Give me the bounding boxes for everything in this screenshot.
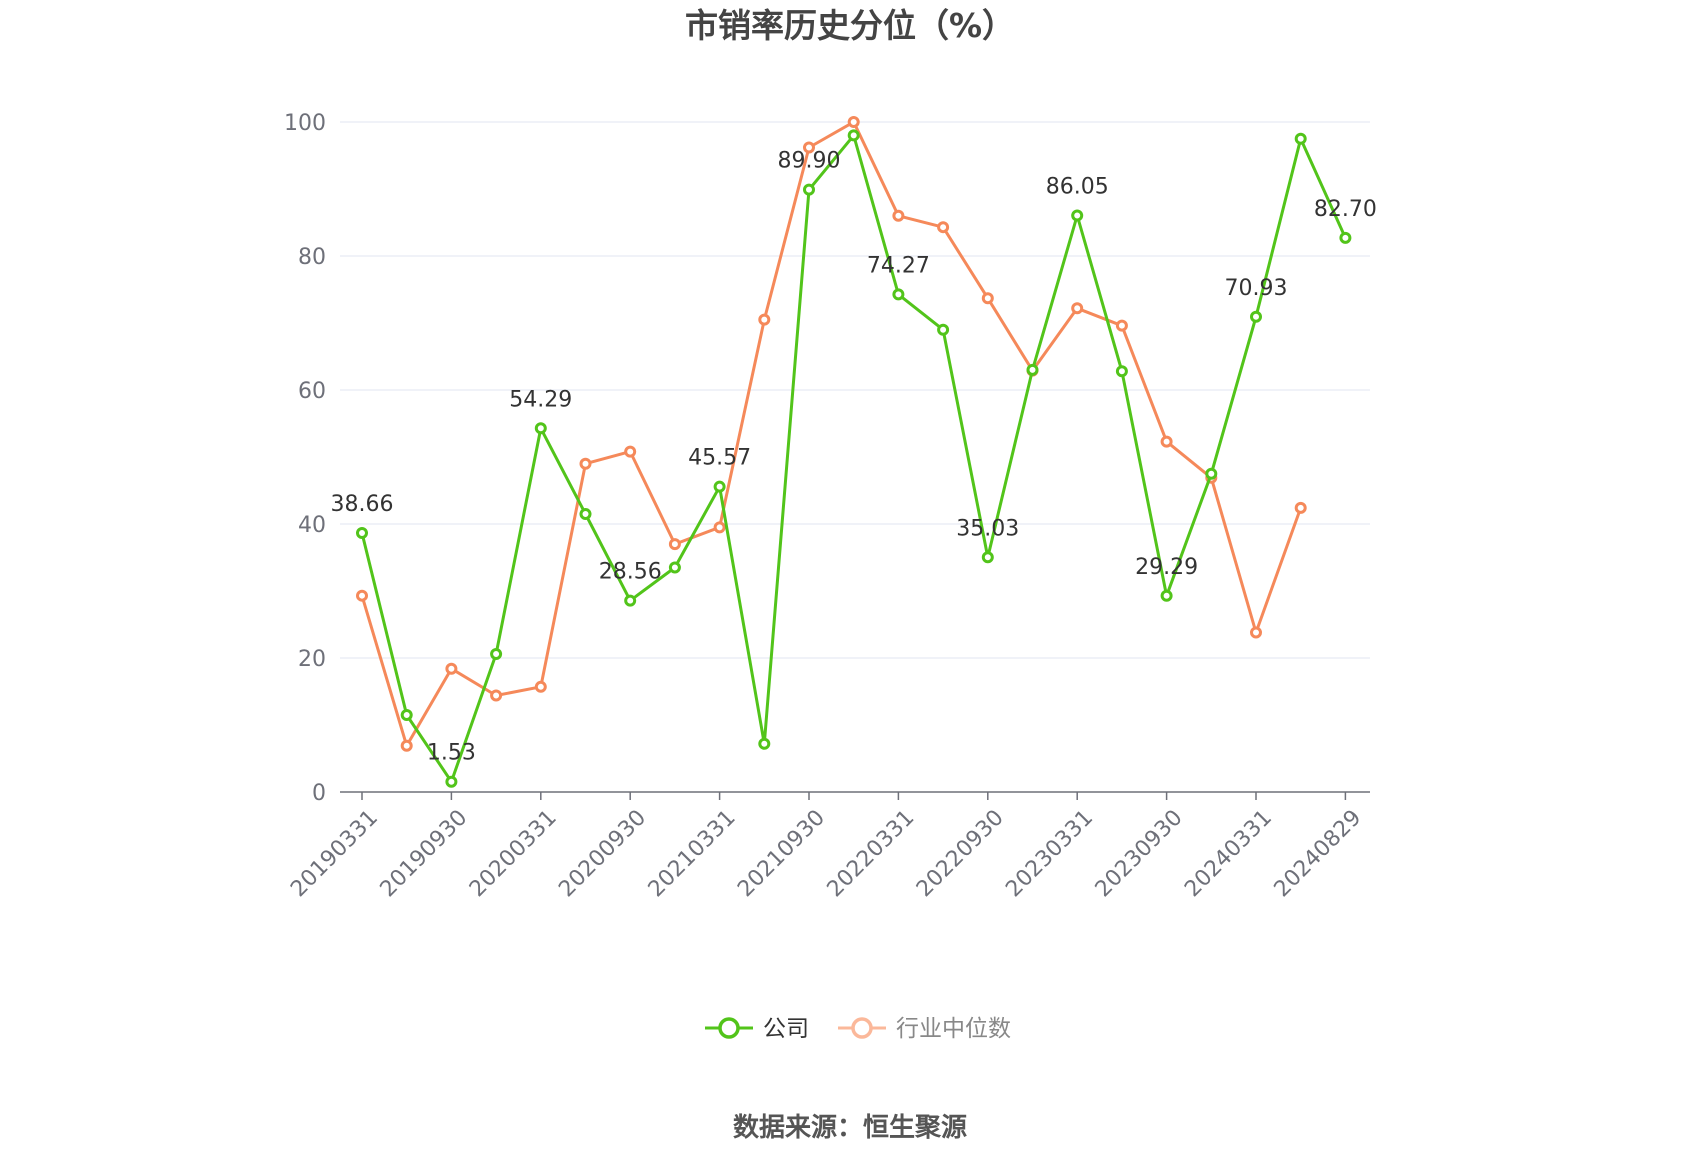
legend[interactable]: 公司 行业中位数 <box>705 1016 1011 1042</box>
data-label: 38.66 <box>331 492 394 517</box>
series-point-0 <box>981 551 994 564</box>
series-point-0 <box>1115 365 1128 378</box>
y-tick-label: 40 <box>298 513 326 538</box>
x-tick-label: 20230331 <box>1001 805 1098 902</box>
y-tick-label: 0 <box>312 781 326 806</box>
x-tick-label: 20220930 <box>912 805 1009 902</box>
data-label: 54.29 <box>509 387 572 412</box>
series-point-0 <box>758 737 771 750</box>
series-point-1 <box>579 457 592 470</box>
series-point-0 <box>1250 310 1262 323</box>
series-point-0 <box>803 183 815 196</box>
series-point-1 <box>1071 302 1084 315</box>
series-point-0 <box>668 561 681 574</box>
x-tick-label: 20240829 <box>1270 805 1367 902</box>
series-point-0 <box>847 129 860 142</box>
chart-title: 市销率历史分位（%） <box>685 6 1015 45</box>
series-point-0 <box>356 526 368 539</box>
x-tick-label: 20210930 <box>733 805 830 902</box>
series-point-1 <box>713 521 726 534</box>
legend-marker <box>718 1017 740 1039</box>
series-point-1 <box>445 662 458 675</box>
series-point-1 <box>1115 319 1128 332</box>
series-point-1 <box>1294 501 1307 514</box>
x-tick-label: 20200930 <box>554 805 651 902</box>
series-point-0 <box>490 647 503 660</box>
series-point-1 <box>400 739 413 752</box>
source-note: 数据来源：恒生聚源 <box>733 1113 967 1143</box>
grid-lines <box>340 121 1370 659</box>
series-point-1 <box>624 445 637 458</box>
data-label: 29.29 <box>1135 555 1198 580</box>
x-tick-label: 20230930 <box>1091 805 1188 902</box>
series-point-0 <box>579 507 592 520</box>
x-tick-label: 20220331 <box>823 805 920 902</box>
data-label: 70.93 <box>1225 276 1288 301</box>
series-lines <box>356 116 1352 788</box>
legend-label: 公司 <box>763 1016 809 1042</box>
series-point-1 <box>758 313 771 326</box>
data-labels: 38.66 1.53 54.29 28.56 45.57 89.90 74.27 35.03 8… <box>331 149 1377 766</box>
legend-item-1[interactable]: 行业中位数 <box>838 1016 1011 1042</box>
series-point-1 <box>534 680 547 693</box>
y-tick-label: 100 <box>284 111 326 136</box>
series-point-0 <box>1071 209 1084 222</box>
data-label: 45.57 <box>688 446 751 471</box>
series-point-0 <box>1205 467 1218 480</box>
series-point-0 <box>1339 231 1352 244</box>
y-tick-label: 20 <box>298 647 326 672</box>
series-point-0 <box>1026 363 1039 376</box>
series-point-1 <box>490 689 503 702</box>
data-label: 74.27 <box>867 253 930 278</box>
y-tick-label: 60 <box>298 379 326 404</box>
series-point-0 <box>892 288 905 301</box>
series-point-1 <box>356 589 368 602</box>
series-point-0 <box>1160 589 1173 602</box>
series-point-0 <box>1294 132 1307 145</box>
x-tick-label: 20190331 <box>286 805 383 902</box>
series-point-0 <box>937 323 950 336</box>
legend-label: 行业中位数 <box>896 1016 1011 1042</box>
x-tick-label: 20240331 <box>1180 805 1277 902</box>
series-line-0 <box>360 133 1347 784</box>
y-tick-label: 80 <box>298 245 326 270</box>
series-point-1 <box>981 292 994 305</box>
data-label: 28.56 <box>599 560 662 585</box>
legend-item-0[interactable]: 公司 <box>705 1016 809 1042</box>
series-point-1 <box>892 209 905 222</box>
x-tick-label: 20200331 <box>465 805 562 902</box>
series-line-1 <box>360 120 1303 748</box>
series-point-1 <box>937 221 950 234</box>
series-point-1 <box>1160 435 1173 448</box>
series-point-1 <box>668 538 681 551</box>
data-label: 35.03 <box>956 516 1019 541</box>
series-point-0 <box>624 594 637 607</box>
series-point-1 <box>847 116 860 128</box>
series-point-1 <box>1250 626 1262 639</box>
x-tick-label: 20190930 <box>376 805 473 902</box>
legend-marker <box>851 1017 873 1039</box>
data-label: 1.53 <box>427 741 476 766</box>
series-point-0 <box>400 708 413 721</box>
x-tick-label: 20210331 <box>644 805 741 902</box>
series-point-1 <box>803 141 815 154</box>
data-label: 86.05 <box>1046 174 1109 199</box>
series-point-0 <box>713 480 726 493</box>
data-label: 89.90 <box>778 149 841 174</box>
data-label: 82.70 <box>1314 197 1377 222</box>
series-point-0 <box>445 775 458 788</box>
series-point-0 <box>534 422 547 435</box>
